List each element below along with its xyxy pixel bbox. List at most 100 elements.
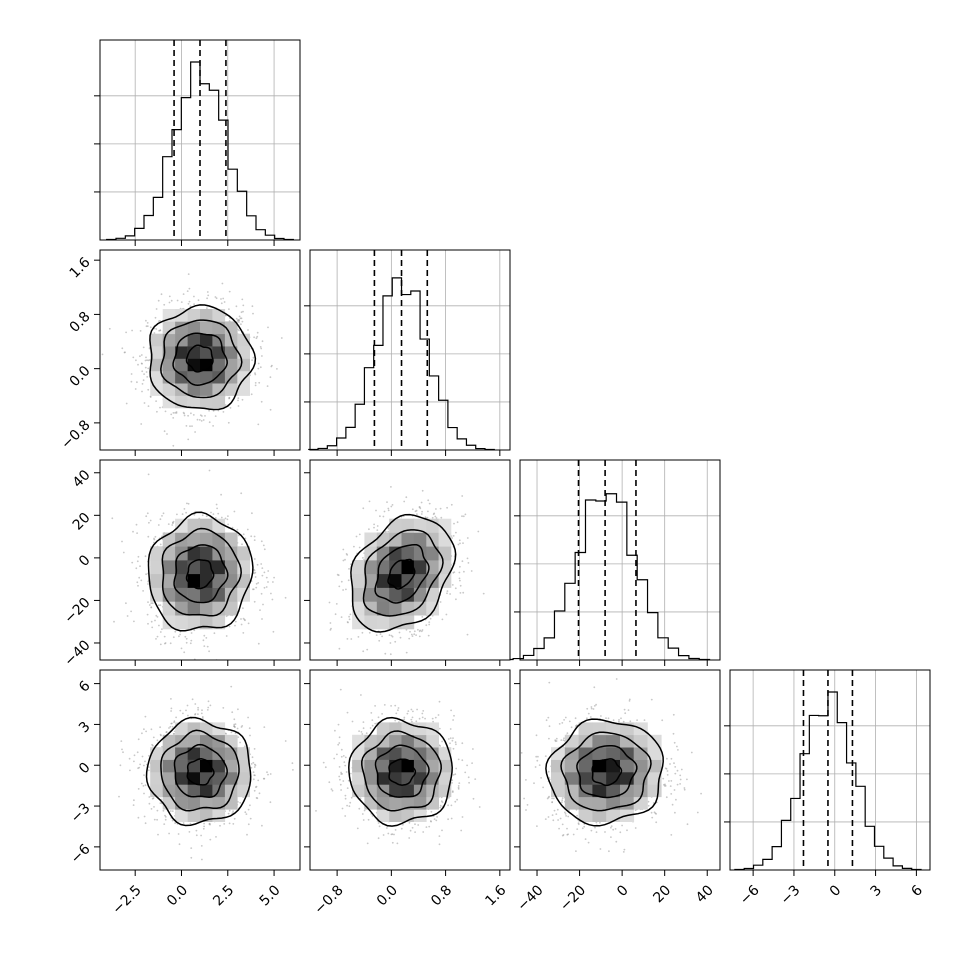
scatter-point bbox=[208, 469, 211, 472]
scatter-point bbox=[130, 373, 133, 375]
scatter-point bbox=[240, 311, 243, 314]
scatter-point bbox=[190, 639, 193, 642]
panel-background bbox=[310, 250, 510, 450]
scatter-point bbox=[131, 329, 134, 332]
density-cell bbox=[187, 309, 201, 322]
scatter-point bbox=[163, 303, 166, 306]
density-cell bbox=[212, 309, 226, 322]
scatter-point bbox=[419, 507, 422, 510]
scatter-point bbox=[141, 755, 144, 758]
scatter-point bbox=[149, 326, 152, 329]
scatter-point bbox=[150, 602, 153, 604]
scatter-point bbox=[467, 562, 470, 564]
scatter-point bbox=[273, 576, 275, 579]
density-cell bbox=[352, 601, 365, 616]
scatter-point bbox=[208, 409, 211, 412]
scatter-point bbox=[220, 298, 222, 300]
density-cell bbox=[352, 615, 365, 630]
scatter-point bbox=[261, 355, 263, 357]
scatter-point bbox=[227, 515, 229, 517]
scatter-point bbox=[454, 587, 457, 590]
density-cell bbox=[389, 601, 402, 616]
scatter-point bbox=[187, 302, 190, 305]
density-cell bbox=[376, 601, 390, 616]
density-cell bbox=[364, 573, 378, 588]
scatter-point bbox=[189, 305, 192, 308]
density-cell bbox=[150, 573, 163, 588]
scatter-point bbox=[186, 290, 189, 292]
scatter-point bbox=[383, 510, 386, 513]
scatter-point bbox=[429, 617, 432, 620]
scatter-point bbox=[257, 362, 260, 365]
scatter-point bbox=[160, 293, 163, 296]
scatter-point bbox=[150, 808, 153, 810]
scatter-point bbox=[235, 317, 238, 320]
scatter-point bbox=[390, 505, 393, 508]
scatter-point bbox=[239, 801, 242, 804]
scatter-point bbox=[329, 629, 332, 631]
scatter-point bbox=[242, 533, 245, 536]
scatter-point bbox=[428, 621, 431, 623]
scatter-point bbox=[272, 630, 275, 633]
contour-line bbox=[362, 529, 444, 617]
density-cell bbox=[413, 601, 427, 616]
scatter-point bbox=[131, 561, 134, 564]
scatter-point bbox=[137, 555, 140, 558]
scatter-point bbox=[224, 404, 227, 406]
scatter-point bbox=[439, 601, 442, 603]
panel-content bbox=[328, 486, 485, 656]
scatter-point bbox=[458, 539, 461, 542]
density-cell bbox=[200, 601, 213, 616]
scatter-point bbox=[203, 634, 206, 637]
density-cell bbox=[389, 532, 402, 547]
scatter-point bbox=[147, 388, 150, 391]
scatter-point bbox=[420, 630, 423, 633]
scatter-point bbox=[154, 535, 157, 538]
density-cell bbox=[212, 532, 226, 547]
scatter-point bbox=[182, 411, 185, 414]
density-cell bbox=[212, 383, 226, 396]
scatter-point bbox=[258, 381, 261, 384]
scatter-point bbox=[150, 620, 153, 623]
scatter-point bbox=[409, 630, 411, 633]
scatter-point bbox=[141, 370, 144, 373]
density-cell bbox=[175, 370, 188, 384]
scatter-point bbox=[251, 305, 254, 308]
density-cell bbox=[376, 587, 390, 602]
scatter-point bbox=[142, 785, 145, 787]
scatter-point bbox=[237, 399, 239, 402]
scatter-point bbox=[215, 503, 218, 506]
scatter-point bbox=[168, 295, 171, 298]
scatter-point bbox=[151, 626, 154, 629]
density-cell bbox=[162, 346, 176, 359]
scatter-point bbox=[433, 512, 436, 515]
scatter-point bbox=[464, 513, 467, 516]
density-cell bbox=[389, 573, 402, 588]
scatter-point bbox=[261, 340, 264, 343]
scatter-point bbox=[353, 545, 355, 548]
scatter-point bbox=[166, 433, 168, 435]
density-cell bbox=[401, 587, 415, 602]
density-cell bbox=[237, 333, 250, 347]
scatter-point bbox=[459, 592, 462, 594]
scatter-point bbox=[389, 653, 392, 656]
scatter-point bbox=[135, 523, 138, 526]
scatter-point bbox=[146, 359, 148, 361]
scatter-point bbox=[410, 633, 413, 636]
scatter-point bbox=[453, 571, 456, 573]
scatter-point bbox=[414, 510, 417, 513]
scatter-point bbox=[451, 584, 454, 586]
scatter-point bbox=[456, 521, 459, 524]
density-cell bbox=[200, 309, 213, 322]
scatter-point bbox=[384, 530, 387, 533]
scatter-point bbox=[164, 818, 167, 821]
scatter-point bbox=[176, 299, 179, 302]
scatter-point bbox=[254, 373, 257, 376]
scatter-point bbox=[434, 515, 437, 518]
scatter-point bbox=[159, 543, 162, 546]
density-cell bbox=[401, 532, 415, 547]
scatter-point bbox=[413, 633, 416, 636]
histogram-panel-1 bbox=[304, 249, 511, 456]
scatter-point bbox=[347, 579, 350, 582]
scatter-point bbox=[280, 337, 283, 339]
